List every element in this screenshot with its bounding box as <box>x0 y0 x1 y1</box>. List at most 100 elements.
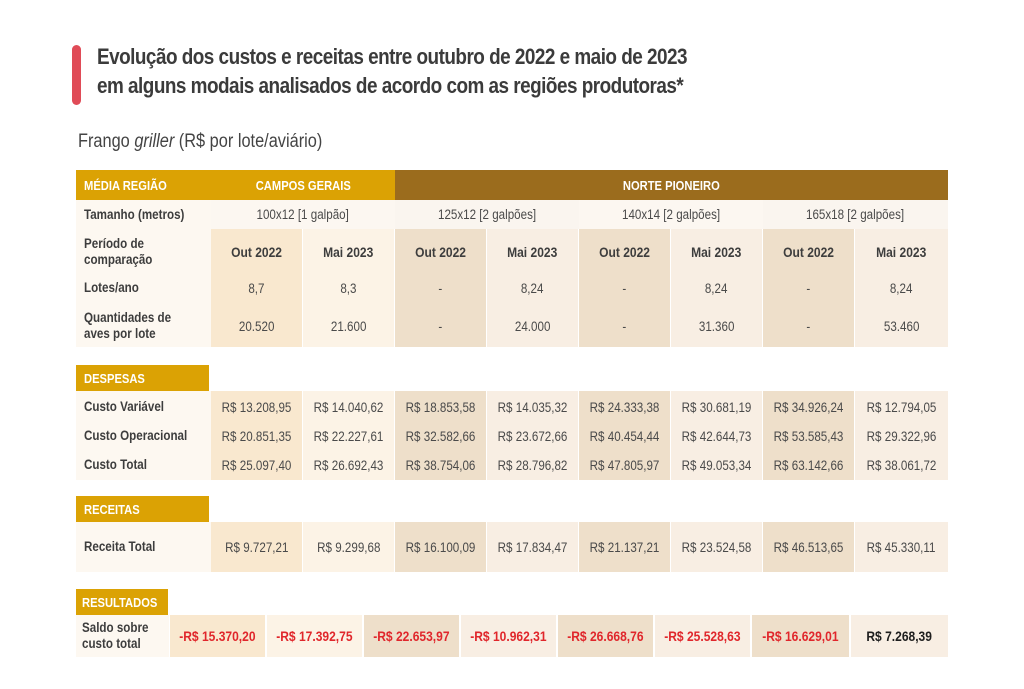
column-bg <box>763 391 854 480</box>
value: R$ 14.035,32 <box>497 399 568 415</box>
value: R$ 28.796,82 <box>497 457 568 473</box>
lotes-cell: 8,24 <box>487 275 578 301</box>
result-cell: -R$ 15.370,20 <box>170 615 265 657</box>
value: R$ 40.454,44 <box>589 428 660 444</box>
label-line-2: comparação <box>84 252 153 267</box>
page-title: Evolução dos custos e receitas entre out… <box>97 42 688 100</box>
subtitle-suffix: (R$ por lote/aviário) <box>174 131 323 152</box>
value-cell: R$ 63.142,66 <box>763 452 854 478</box>
accent-bar <box>72 45 81 105</box>
value-cell: R$ 12.794,05 <box>855 394 948 420</box>
header-norte-pioneiro: NORTE PIONEIRO <box>395 170 948 200</box>
size-value: 140x14 [2 galpões] <box>621 207 721 222</box>
size-cell: 100x12 [1 galpão] <box>211 200 395 229</box>
period-value: Mai 2023 <box>876 244 927 260</box>
value: R$ 12.794,05 <box>866 399 937 415</box>
period-cell: Mai 2023 <box>303 238 394 266</box>
lotes-value: 8,7 <box>248 280 265 296</box>
tag-label: DESPESAS <box>84 370 145 386</box>
value: R$ 9.727,21 <box>224 539 289 555</box>
lotes-cell: - <box>763 275 854 301</box>
result-cell-positive: R$ 7.268,39 <box>851 615 948 657</box>
aves-cell: - <box>763 312 854 340</box>
value-cell: R$ 9.727,21 <box>211 522 302 572</box>
label-text: Custo Operacional <box>84 428 188 443</box>
column-bg <box>211 229 302 347</box>
value-cell: R$ 18.853,58 <box>395 394 486 420</box>
value-cell: R$ 40.454,44 <box>579 423 670 449</box>
result-cell: -R$ 26.668,76 <box>558 615 653 657</box>
value: R$ 47.805,97 <box>589 457 660 473</box>
value: R$ 9.299,68 <box>316 539 381 555</box>
row-label-receita-total: Receita Total <box>76 522 211 572</box>
value-cell: R$ 38.061,72 <box>855 452 948 478</box>
lotes-value: 8,24 <box>890 280 913 296</box>
result-value: -R$ 16.629,01 <box>762 628 839 644</box>
aves-value: 20.520 <box>238 318 275 334</box>
result-value: -R$ 22.653,97 <box>373 628 450 644</box>
value-cell: R$ 21.137,21 <box>579 522 670 572</box>
row-label-aves: Quantidades de aves por lote <box>76 307 211 345</box>
label-column-bg <box>76 229 211 347</box>
period-cell: Out 2022 <box>763 238 854 266</box>
header-norte-pioneiro-label: NORTE PIONEIRO <box>623 177 720 193</box>
period-value: Out 2022 <box>231 244 282 260</box>
column-bg <box>855 229 948 347</box>
tag-label: RECEITAS <box>84 501 140 517</box>
column-bg <box>303 391 394 480</box>
result-cell: -R$ 25.528,63 <box>655 615 750 657</box>
label-line-2: aves por lote <box>84 326 156 341</box>
value: R$ 38.754,06 <box>405 457 476 473</box>
value-cell: R$ 30.681,19 <box>671 394 762 420</box>
column-bg <box>671 229 762 347</box>
value: R$ 34.926,24 <box>773 399 844 415</box>
row-label-lotes: Lotes/ano <box>76 275 211 301</box>
period-cell: Out 2022 <box>211 238 302 266</box>
row-label-custo-operacional: Custo Operacional <box>76 423 211 449</box>
value: R$ 29.322,96 <box>866 428 937 444</box>
lotes-cell: 8,3 <box>303 275 394 301</box>
result-cell: -R$ 22.653,97 <box>364 615 459 657</box>
column-bg <box>855 391 948 480</box>
section-tag-despesas: DESPESAS <box>76 365 209 391</box>
aves-cell: 31.360 <box>671 312 762 340</box>
value: R$ 53.585,43 <box>773 428 844 444</box>
value: R$ 21.137,21 <box>589 539 660 555</box>
value: R$ 24.333,38 <box>589 399 660 415</box>
aves-cell: 21.600 <box>303 312 394 340</box>
result-value: R$ 7.268,39 <box>866 628 933 644</box>
label-line-1: Período de <box>84 236 144 251</box>
value: R$ 18.853,58 <box>405 399 476 415</box>
result-value: -R$ 25.528,63 <box>664 628 741 644</box>
aves-cell: 24.000 <box>487 312 578 340</box>
value-cell: R$ 13.208,95 <box>211 394 302 420</box>
row-label-periodo: Período de comparação <box>76 233 211 271</box>
column-bg <box>671 391 762 480</box>
value-cell: R$ 45.330,11 <box>855 522 948 572</box>
value-cell: R$ 22.227,61 <box>303 423 394 449</box>
value: R$ 46.513,65 <box>773 539 844 555</box>
result-value: -R$ 26.668,76 <box>567 628 644 644</box>
label-text: Lotes/ano <box>84 280 139 295</box>
value-cell: R$ 17.834,47 <box>487 522 578 572</box>
value: R$ 14.040,62 <box>313 399 384 415</box>
column-bg <box>211 391 302 480</box>
aves-cell: 53.460 <box>855 312 948 340</box>
lotes-value: 8,24 <box>521 280 544 296</box>
lotes-value: 8,3 <box>340 280 357 296</box>
period-cell: Mai 2023 <box>855 238 948 266</box>
label-line-1: Saldo sobre <box>82 620 149 635</box>
column-bg <box>763 229 854 347</box>
lotes-value: 8,24 <box>705 280 728 296</box>
value: R$ 32.582,66 <box>405 428 476 444</box>
aves-value: - <box>622 318 627 334</box>
size-cell: 140x14 [2 galpões] <box>579 200 763 229</box>
period-value: Mai 2023 <box>507 244 558 260</box>
title-line-1: Evolução dos custos e receitas entre out… <box>97 44 688 69</box>
value-cell: R$ 14.040,62 <box>303 394 394 420</box>
title-line-2: em alguns modais analisados de acordo co… <box>97 73 684 98</box>
lotes-value: - <box>806 280 811 296</box>
label-line-2: custo total <box>82 636 141 651</box>
subtitle-prefix: Frango <box>78 131 135 152</box>
value: R$ 20.851,35 <box>221 428 292 444</box>
